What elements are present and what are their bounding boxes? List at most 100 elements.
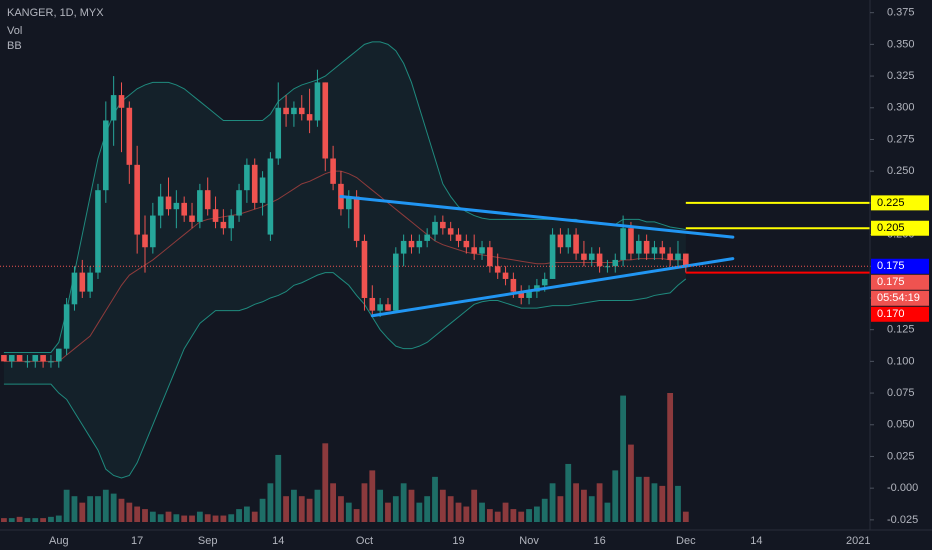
candle-body	[361, 240, 368, 298]
candle-body	[620, 228, 626, 260]
y-tick-label: 0.300	[887, 102, 915, 114]
candle-body	[440, 221, 446, 229]
volume-bar	[79, 502, 86, 522]
trend-line	[339, 195, 735, 239]
volume-bar	[259, 498, 266, 522]
volume-bar	[134, 506, 141, 522]
candle-body	[345, 196, 352, 210]
candle-body	[635, 240, 642, 254]
candle-body	[103, 120, 109, 191]
candle-body	[471, 247, 477, 254]
candle-body	[659, 247, 666, 254]
candle-body	[479, 247, 485, 254]
volume-bar	[55, 515, 62, 522]
volume-bar	[361, 483, 368, 522]
trend-line	[370, 257, 735, 318]
y-tick-label: 0.050	[887, 419, 915, 431]
volume-bar	[298, 496, 305, 522]
candle-body	[675, 253, 681, 260]
volume-bar	[189, 515, 195, 522]
candle-body	[79, 272, 86, 292]
volume-bar	[291, 489, 297, 522]
candle-body	[275, 107, 282, 159]
candle-body	[48, 361, 54, 363]
indicator-label: BB	[7, 40, 22, 52]
volume-bar	[330, 483, 337, 522]
volume-bar	[651, 483, 658, 522]
volume-bar	[142, 509, 148, 522]
candle-body	[1, 355, 7, 362]
volume-bar	[565, 463, 572, 522]
volume-bar	[643, 476, 650, 522]
volume-bar	[8, 518, 15, 522]
volume-bar	[628, 444, 634, 522]
candle-body	[667, 253, 673, 260]
volume-bar	[385, 502, 391, 522]
volume-bar	[581, 489, 587, 522]
volume-bar	[486, 509, 493, 522]
volume-bar	[377, 489, 384, 522]
candle-body	[573, 234, 579, 254]
volume-bar	[16, 516, 23, 522]
x-tick-label: Sep	[198, 535, 218, 547]
volume-bar	[220, 515, 227, 522]
candle-body	[510, 278, 517, 292]
price-label: 05:54:19	[877, 292, 920, 304]
price-label-box	[871, 220, 929, 236]
volume-bar	[110, 493, 117, 522]
x-tick-label: 19	[452, 535, 464, 547]
volume-bar	[181, 515, 188, 522]
volume-bar	[533, 506, 540, 522]
chart-title: KANGER, 1D, MYX	[7, 7, 104, 19]
x-tick-label: 14	[750, 535, 762, 547]
volume-bar	[236, 509, 242, 522]
candle-body	[612, 259, 619, 267]
bb-line	[3, 170, 686, 362]
volume-bar	[102, 489, 109, 522]
candle-body	[424, 234, 430, 241]
candle-body	[628, 228, 634, 254]
candle-body	[63, 304, 70, 349]
volume-bar	[95, 496, 101, 522]
candle-body	[212, 209, 219, 222]
price-label: 0.175	[877, 260, 905, 272]
volume-bar	[338, 496, 344, 522]
y-tick-label: -0.000	[887, 482, 918, 494]
x-tick-label: 14	[272, 535, 284, 547]
volume-bar	[612, 470, 619, 522]
volume-bar	[635, 476, 642, 522]
candle-body	[291, 107, 297, 115]
price-label: 0.170	[877, 308, 905, 320]
volume-bar	[439, 489, 446, 522]
candle-body	[150, 215, 156, 248]
volume-bar	[71, 496, 78, 522]
price-label: 0.175	[877, 276, 905, 288]
volume-bar	[32, 518, 39, 522]
candle-body	[95, 190, 101, 273]
volume-bar	[48, 516, 54, 522]
candle-body	[596, 253, 603, 267]
volume-bar	[596, 483, 603, 522]
candle-body	[322, 82, 329, 159]
candle-body	[306, 114, 313, 121]
volume-bar	[408, 489, 415, 522]
price-label: 0.205	[877, 222, 905, 234]
x-tick-label: Dec	[676, 535, 696, 547]
volume-bar	[675, 485, 681, 522]
candle-body	[447, 228, 454, 235]
volume-bar	[400, 483, 407, 522]
candle-body	[134, 164, 140, 235]
candle-body	[683, 253, 689, 267]
volume-bar	[549, 483, 556, 522]
candle-body	[165, 196, 172, 210]
indicator-label: Vol	[7, 25, 22, 37]
candle-body	[518, 291, 525, 298]
volume-bar	[40, 518, 47, 522]
y-tick-label: 0.100	[887, 355, 915, 367]
candle-body	[416, 240, 423, 248]
candle-body	[220, 221, 227, 229]
candle-body	[408, 240, 415, 248]
candle-body	[377, 304, 383, 311]
